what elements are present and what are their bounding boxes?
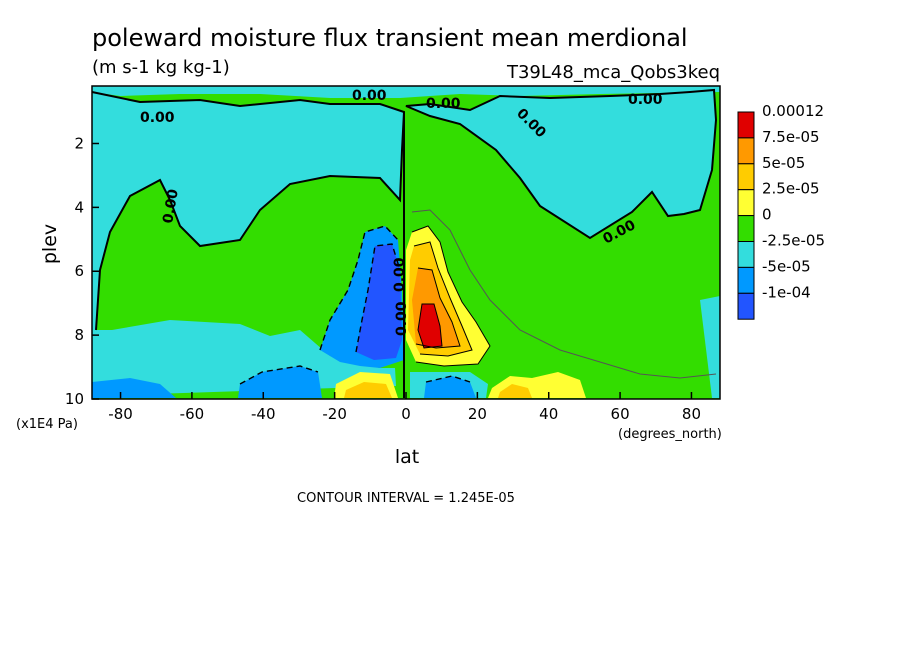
y-tick-label: 8 (74, 326, 84, 344)
field-region-upper-right-negative (406, 90, 716, 238)
x-tick-label: 20 (468, 405, 487, 423)
legend-label: -5e-05 (762, 257, 811, 275)
x-axis-title: lat (395, 446, 419, 468)
negative-contours (239, 225, 471, 385)
zero-contours (91, 88, 718, 398)
negative-contour-1 (319, 225, 399, 351)
contour-interval-text: CONTOUR INTERVAL = 1.245E-05 (297, 491, 515, 506)
legend-swatch (737, 241, 755, 268)
y-axis-title: plev (39, 224, 61, 264)
contour-label: 0.00 (394, 301, 410, 336)
y-axis: 2 4 6 8 10 (65, 134, 99, 408)
positive-contour-1 (411, 225, 491, 367)
plot-area: 0.00 0.00 0.00 0.00 0.00 0.00 0.00 0.00 … (91, 85, 721, 400)
field-region-surface-negative-eq (424, 376, 476, 398)
contour-label: 0.00 (392, 257, 408, 292)
legend-swatch (737, 292, 755, 320)
y-units-label: (x1E4 Pa) (16, 417, 78, 432)
y-tick-label: 10 (65, 390, 84, 408)
positive-contours (411, 209, 717, 379)
contour-label: 0.00 (352, 88, 387, 104)
contour-label: 0.00 (628, 92, 663, 108)
thin-contour-outer (411, 209, 717, 379)
x-tick-label: -20 (322, 405, 347, 423)
legend-swatch (737, 215, 755, 243)
contour-label: 0.00 (140, 110, 175, 126)
y-tick-label: 4 (74, 198, 84, 216)
x-units-label: (degrees_north) (618, 427, 722, 442)
zero-contour-northern (405, 88, 718, 240)
legend-swatch (737, 266, 755, 294)
legend-swatch (737, 111, 755, 139)
y-tick-label: 2 (74, 134, 84, 152)
legend-label: -2.5e-05 (762, 232, 825, 250)
x-tick-label: 60 (611, 405, 630, 423)
legend-label: 0.00012 (762, 102, 824, 120)
legend-label: 5e-05 (762, 154, 805, 172)
contour-label: 0.00 (160, 188, 182, 225)
legend-label: -1e-04 (762, 283, 811, 301)
legend-label: 7.5e-05 (762, 128, 820, 146)
legend-label: 0 (762, 206, 772, 224)
field-region-strong-negative-core (356, 244, 402, 360)
x-tick-label: 80 (682, 405, 701, 423)
chart-title: poleward moisture flux transient mean me… (92, 24, 688, 52)
color-legend: 0.00012 7.5e-05 5e-05 2.5e-05 0 -2.5e-05 -5e-0… (737, 102, 825, 320)
contour-label: 0.00 (426, 96, 461, 112)
field-region-high-lat-negative (700, 296, 720, 398)
chart-units: (m s-1 kg kg-1) (92, 57, 230, 78)
field-region-max-positive (418, 304, 442, 348)
x-tick-label: -80 (108, 405, 133, 423)
field-region-surface-positive-south-core (344, 382, 392, 398)
x-tick-label: -60 (180, 405, 205, 423)
legend-swatch (737, 163, 755, 191)
zero-contour-southern (91, 91, 406, 331)
field-region-southern-negative (92, 92, 404, 396)
field-region-surface-positive-mid-core (498, 384, 532, 398)
legend-swatch (737, 189, 755, 217)
positive-contour-4 (417, 303, 443, 349)
positive-contour-2 (413, 241, 473, 357)
x-tick-label: 0 (401, 405, 411, 423)
field-region-top-band-negative (92, 86, 720, 98)
negative-contour-2 (355, 243, 401, 353)
y-tick-label: 6 (74, 262, 84, 280)
field-region-surface-negative-left (92, 378, 176, 398)
positive-contour-3 (415, 267, 461, 349)
x-tick-label: -40 (251, 405, 276, 423)
run-label: T39L48_mca_Qobs3keq (506, 62, 720, 83)
x-tick-label: 40 (539, 405, 558, 423)
x-axis: -80 -60 -40 -20 0 20 40 60 80 (108, 392, 701, 423)
legend-label: 2.5e-05 (762, 180, 820, 198)
legend-swatch (737, 137, 755, 165)
negative-contour-3 (239, 365, 319, 385)
